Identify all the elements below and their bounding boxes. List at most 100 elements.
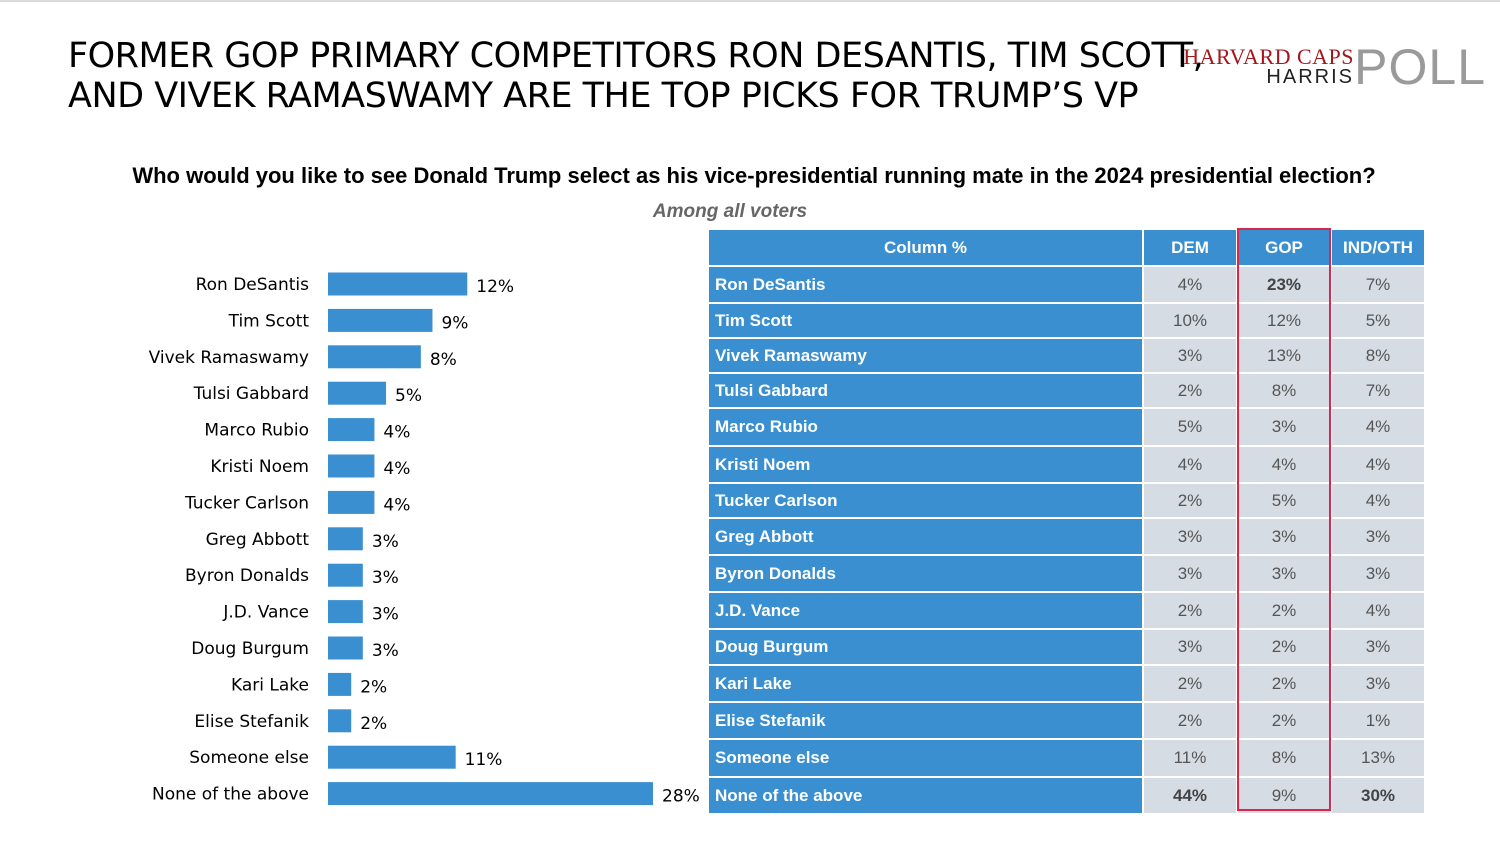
cell-ind-oth: 4% (1332, 593, 1426, 630)
bar (328, 381, 387, 405)
category-label: Doug Burgum (191, 639, 309, 659)
cell-dem: 44% (1144, 778, 1238, 815)
category-label: Ron DeSantis (196, 275, 310, 295)
cell-gop: 3% (1238, 409, 1332, 447)
bar (328, 745, 456, 769)
row-label: Byron Donalds (709, 556, 1144, 593)
top-divider (0, 0, 1500, 2)
cell-gop: 2% (1238, 666, 1332, 703)
crosstab-table: Column % DEM GOP IND/OTH Ron DeSantis 4% 2… (709, 230, 1426, 815)
bar (328, 527, 363, 551)
cell-dem: 4% (1144, 267, 1238, 304)
row-label: None of the above (709, 778, 1144, 815)
table-header-row: Column % DEM GOP IND/OTH (709, 230, 1426, 267)
bar (328, 636, 363, 660)
page-title: FORMER GOP PRIMARY COMPETITORS RON DESAN… (68, 36, 1204, 116)
cell-ind-oth: 4% (1332, 409, 1426, 447)
header-column-pct: Column % (709, 230, 1144, 267)
harvard-caps-harris-poll-logo: HARVARD CAPS HARRIS POLL (1183, 39, 1486, 95)
cell-ind-oth: 3% (1332, 519, 1426, 556)
bar (328, 709, 352, 733)
cell-dem: 3% (1144, 519, 1238, 556)
category-label: Tim Scott (228, 311, 310, 331)
cell-ind-oth: 13% (1332, 740, 1426, 778)
table-row: Kristi Noem 4% 4% 4% (709, 447, 1426, 484)
table-row: Someone else 11% 8% 13% (709, 740, 1426, 778)
cell-gop: 23% (1238, 267, 1332, 304)
row-label: Doug Burgum (709, 630, 1144, 666)
data-label: 11% (465, 750, 503, 770)
cell-ind-oth: 5% (1332, 304, 1426, 339)
table-row: Kari Lake 2% 2% 3% (709, 666, 1426, 703)
bar (328, 308, 433, 332)
cell-ind-oth: 30% (1332, 778, 1426, 815)
cell-dem: 2% (1144, 374, 1238, 409)
category-label: Kari Lake (231, 675, 309, 695)
table-row: Tucker Carlson 2% 5% 4% (709, 484, 1426, 519)
bar (328, 345, 421, 369)
table-row: Marco Rubio 5% 3% 4% (709, 409, 1426, 447)
cell-ind-oth: 3% (1332, 630, 1426, 666)
cell-dem: 3% (1144, 630, 1238, 666)
data-label: 3% (372, 605, 399, 625)
title-line-1: FORMER GOP PRIMARY COMPETITORS RON DESAN… (68, 36, 1204, 76)
bar (328, 272, 468, 296)
cell-ind-oth: 1% (1332, 703, 1426, 740)
cell-gop: 12% (1238, 304, 1332, 339)
bar (328, 782, 653, 806)
header-ind-oth: IND/OTH (1332, 230, 1426, 267)
table-row: Ron DeSantis 4% 23% 7% (709, 267, 1426, 304)
data-label: 3% (372, 568, 399, 588)
cell-dem: 2% (1144, 484, 1238, 519)
row-label: Someone else (709, 740, 1144, 778)
row-label: Vivek Ramaswamy (709, 339, 1144, 374)
table-row: Tim Scott 10% 12% 5% (709, 304, 1426, 339)
table-row: Vivek Ramaswamy 3% 13% 8% (709, 339, 1426, 374)
cell-gop: 9% (1238, 778, 1332, 815)
bar (328, 418, 375, 442)
cell-gop: 5% (1238, 484, 1332, 519)
bar (328, 454, 375, 478)
cell-ind-oth: 8% (1332, 339, 1426, 374)
table-row: J.D. Vance 2% 2% 4% (709, 593, 1426, 630)
row-label: Ron DeSantis (709, 267, 1144, 304)
category-label: Vivek Ramaswamy (149, 348, 309, 368)
cell-gop: 3% (1238, 519, 1332, 556)
data-label: 4% (383, 423, 410, 443)
category-label: Greg Abbott (206, 530, 310, 550)
row-label: Elise Stefanik (709, 703, 1144, 740)
data-label: 9% (441, 313, 468, 333)
data-label: 12% (476, 277, 514, 297)
row-label: Kari Lake (709, 666, 1144, 703)
category-label: J.D. Vance (222, 603, 309, 623)
bar-chart: Ron DeSantis 12% Tim Scott 9% Vivek Ramaswam… (149, 272, 700, 807)
bar (328, 490, 375, 514)
cell-dem: 2% (1144, 703, 1238, 740)
row-label: J.D. Vance (709, 593, 1144, 630)
category-label: Tulsi Gabbard (193, 384, 309, 404)
table-row: Elise Stefanik 2% 2% 1% (709, 703, 1426, 740)
logo-line-1: HARVARD CAPS (1183, 44, 1354, 69)
cell-dem: 4% (1144, 447, 1238, 484)
category-label: None of the above (152, 785, 309, 805)
cell-gop: 2% (1238, 593, 1332, 630)
row-label: Tulsi Gabbard (709, 374, 1144, 409)
row-label: Kristi Noem (709, 447, 1144, 484)
bar (328, 600, 363, 624)
data-label: 28% (662, 787, 700, 807)
survey-question: Who would you like to see Donald Trump s… (132, 163, 1376, 188)
header-gop: GOP (1238, 230, 1332, 267)
cell-dem: 3% (1144, 556, 1238, 593)
cell-dem: 11% (1144, 740, 1238, 778)
data-label: 4% (383, 459, 410, 479)
table-row: Doug Burgum 3% 2% 3% (709, 630, 1426, 666)
row-label: Tim Scott (709, 304, 1144, 339)
cell-gop: 13% (1238, 339, 1332, 374)
data-label: 5% (395, 386, 422, 406)
cell-gop: 8% (1238, 374, 1332, 409)
data-label: 3% (372, 532, 399, 552)
table-row: Tulsi Gabbard 2% 8% 7% (709, 374, 1426, 409)
category-label: Marco Rubio (204, 421, 309, 441)
logo-line-2: HARRIS (1266, 66, 1354, 88)
bar (328, 563, 363, 587)
